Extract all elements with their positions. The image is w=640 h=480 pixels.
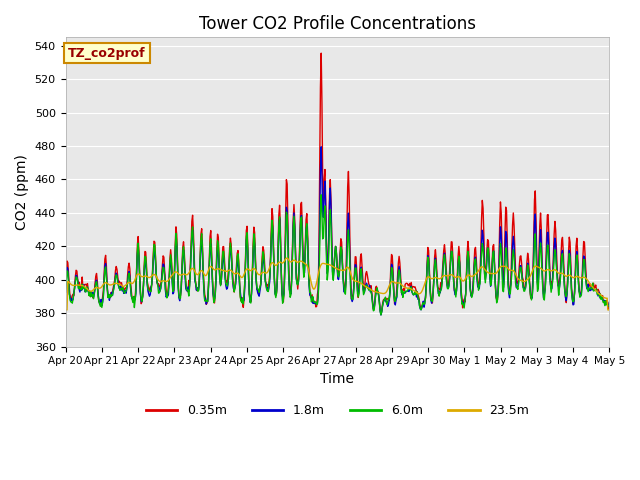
6.0m bbox=[61, 289, 69, 295]
X-axis label: Time: Time bbox=[321, 372, 355, 386]
6.0m bbox=[405, 285, 413, 291]
0.35m bbox=[61, 286, 69, 292]
6.0m bbox=[377, 312, 385, 318]
6.0m bbox=[317, 192, 325, 198]
Text: TZ_co2prof: TZ_co2prof bbox=[68, 47, 146, 60]
0.35m bbox=[317, 50, 325, 56]
1.8m bbox=[377, 312, 385, 318]
6.0m bbox=[72, 279, 79, 285]
23.5m bbox=[211, 267, 219, 273]
1.8m bbox=[421, 300, 429, 306]
6.0m bbox=[211, 291, 219, 297]
6.0m bbox=[605, 303, 613, 309]
0.35m bbox=[377, 311, 385, 316]
0.35m bbox=[405, 283, 413, 288]
23.5m bbox=[605, 307, 613, 313]
0.35m bbox=[605, 300, 613, 305]
1.8m bbox=[405, 288, 413, 294]
23.5m bbox=[282, 255, 290, 261]
0.35m bbox=[421, 298, 429, 303]
0.35m bbox=[127, 288, 135, 294]
1.8m bbox=[61, 289, 69, 295]
0.35m bbox=[72, 274, 79, 279]
1.8m bbox=[317, 144, 325, 150]
Legend: 0.35m, 1.8m, 6.0m, 23.5m: 0.35m, 1.8m, 6.0m, 23.5m bbox=[141, 399, 534, 422]
6.0m bbox=[182, 287, 190, 293]
Line: 6.0m: 6.0m bbox=[65, 195, 609, 315]
23.5m bbox=[61, 307, 69, 313]
Line: 0.35m: 0.35m bbox=[65, 53, 609, 313]
23.5m bbox=[182, 272, 190, 278]
Line: 1.8m: 1.8m bbox=[65, 147, 609, 315]
23.5m bbox=[404, 285, 412, 291]
Title: Tower CO2 Profile Concentrations: Tower CO2 Profile Concentrations bbox=[199, 15, 476, 33]
23.5m bbox=[127, 280, 135, 286]
23.5m bbox=[420, 283, 428, 288]
6.0m bbox=[421, 300, 429, 306]
0.35m bbox=[182, 286, 190, 291]
Line: 23.5m: 23.5m bbox=[65, 258, 609, 310]
1.8m bbox=[72, 278, 79, 284]
1.8m bbox=[211, 290, 219, 296]
Y-axis label: CO2 (ppm): CO2 (ppm) bbox=[15, 154, 29, 230]
0.35m bbox=[211, 286, 219, 292]
1.8m bbox=[127, 293, 135, 299]
6.0m bbox=[127, 292, 135, 298]
1.8m bbox=[605, 300, 613, 305]
23.5m bbox=[72, 282, 79, 288]
1.8m bbox=[182, 288, 190, 293]
